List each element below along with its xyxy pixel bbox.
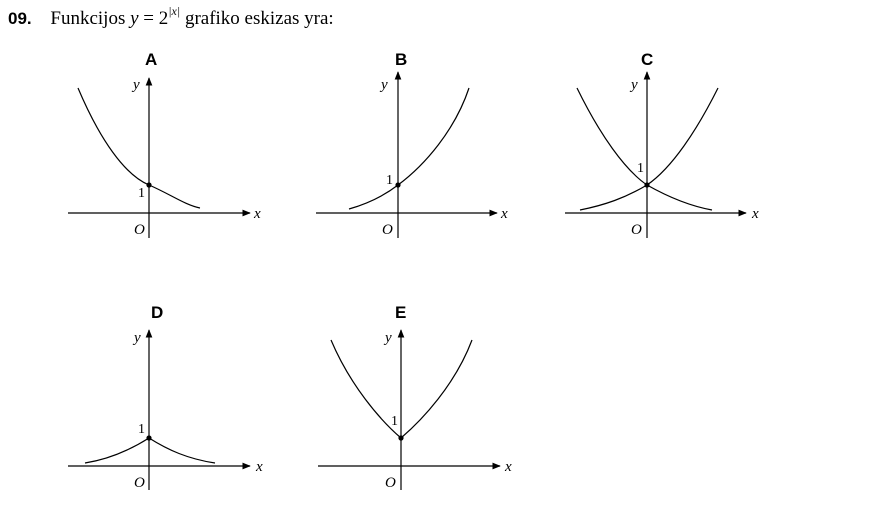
graph-label-d: D: [151, 303, 163, 322]
graph-a: A y x O 1: [68, 50, 261, 238]
graph-b: B y x O 1: [316, 50, 508, 238]
intercept-point: [398, 435, 404, 441]
question-number: 09.: [8, 9, 32, 28]
intercept-point: [146, 182, 152, 188]
curve-increasing: [579, 87, 719, 211]
y-axis-label: y: [131, 77, 140, 93]
origin-label: O: [382, 222, 393, 238]
y-intercept-label: 1: [637, 161, 644, 176]
x-axis-label: x: [751, 206, 759, 222]
x-axis-label: x: [253, 206, 261, 222]
x-axis-label: x: [500, 206, 508, 222]
origin-label: O: [134, 475, 145, 491]
graph-c: C y x O 1: [565, 50, 759, 238]
x-axis-label: x: [255, 459, 263, 475]
function-equals-base: = 2: [143, 8, 169, 29]
origin-label: O: [385, 475, 396, 491]
function-y: y: [130, 8, 139, 29]
intercept-point: [395, 182, 401, 188]
graph-label-b: B: [395, 50, 407, 69]
y-intercept-label: 1: [138, 186, 145, 201]
question-header: 09. Funkcijos y = 2|x| grafiko eskizas y…: [8, 4, 334, 30]
intercept-point: [146, 435, 152, 441]
y-axis-label: y: [379, 77, 388, 93]
graph-label-c: C: [641, 50, 653, 69]
y-intercept-label: 1: [138, 422, 145, 437]
intercept-point: [644, 182, 650, 188]
y-intercept-label: 1: [386, 173, 393, 188]
y-intercept-label: 1: [391, 414, 398, 429]
question-text-after: grafiko eskizas yra:: [184, 8, 334, 29]
origin-label: O: [134, 222, 145, 238]
graph-e: E y x O 1: [318, 303, 512, 491]
origin-label: O: [631, 222, 642, 238]
graph-label-e: E: [395, 303, 406, 322]
curve: [348, 87, 470, 210]
y-axis-label: y: [132, 330, 141, 346]
y-axis-label: y: [629, 77, 638, 93]
x-axis-label: x: [504, 459, 512, 475]
curve: [77, 87, 201, 209]
function-exponent: |x|: [168, 4, 181, 18]
y-axis-label: y: [383, 330, 392, 346]
graph-label-a: A: [145, 50, 157, 69]
curve-decreasing: [576, 87, 713, 211]
graph-d: D y x O 1: [68, 303, 263, 491]
question-text-before: Funkcijos: [50, 8, 126, 29]
curve: [84, 437, 216, 464]
